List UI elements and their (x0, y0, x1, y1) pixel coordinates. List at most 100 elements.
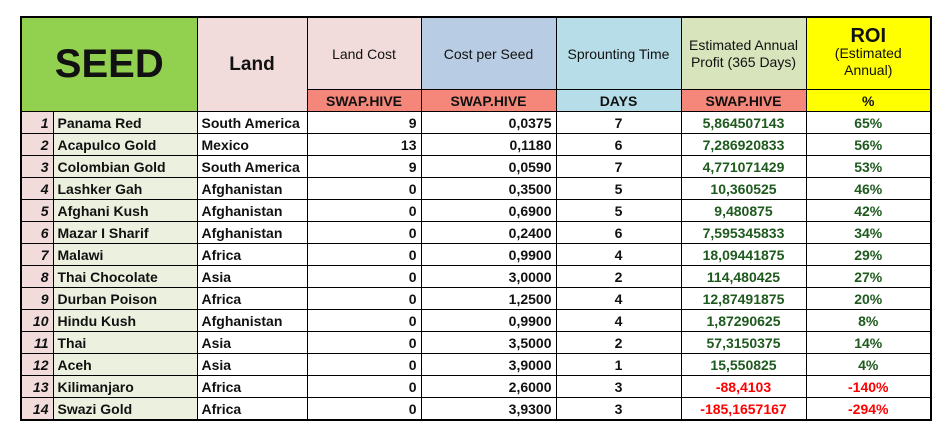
seed-name[interactable]: Mazar I Sharif (52, 221, 198, 244)
land-name[interactable]: South America (196, 111, 308, 134)
land-name[interactable]: Asia (196, 265, 308, 288)
annual-profit[interactable]: 15,550825 (680, 353, 807, 376)
roi-value[interactable]: 53% (805, 155, 932, 178)
sprouting-days[interactable]: 6 (555, 221, 682, 244)
land-cost[interactable]: 13 (306, 133, 422, 156)
annual-profit[interactable]: -185,1657167 (680, 397, 807, 421)
cost-per-seed[interactable]: 0,0590 (420, 155, 557, 178)
land-name[interactable]: Asia (196, 353, 308, 376)
annual-profit[interactable]: 57,3150375 (680, 331, 807, 354)
sprouting-days[interactable]: 2 (555, 265, 682, 288)
roi-value[interactable]: 56% (805, 133, 932, 156)
roi-value[interactable]: 27% (805, 265, 932, 288)
cost-per-seed[interactable]: 0,6900 (420, 199, 557, 222)
sprouting-days[interactable]: 3 (555, 375, 682, 398)
land-cost[interactable]: 9 (306, 155, 422, 178)
land-name[interactable]: Africa (196, 243, 308, 266)
seed-name[interactable]: Afghani Kush (52, 199, 198, 222)
land-cost[interactable]: 0 (306, 221, 422, 244)
land-name[interactable]: Mexico (196, 133, 308, 156)
land-cost[interactable]: 0 (306, 397, 422, 421)
row-index[interactable]: 8 (20, 265, 54, 288)
sprouting-days[interactable]: 7 (555, 155, 682, 178)
roi-value[interactable]: -294% (805, 397, 932, 421)
cost-per-seed[interactable]: 0,9900 (420, 243, 557, 266)
land-cost[interactable]: 0 (306, 331, 422, 354)
land-cost[interactable]: 0 (306, 309, 422, 332)
land-name[interactable]: Afghanistan (196, 177, 308, 200)
land-name[interactable]: Africa (196, 287, 308, 310)
sprouting-days[interactable]: 1 (555, 353, 682, 376)
seed-name[interactable]: Thai Chocolate (52, 265, 198, 288)
cost-per-seed[interactable]: 0,9900 (420, 309, 557, 332)
row-index[interactable]: 1 (20, 111, 54, 134)
roi-value[interactable]: 65% (805, 111, 932, 134)
roi-value[interactable]: 42% (805, 199, 932, 222)
roi-value[interactable]: 20% (805, 287, 932, 310)
row-index[interactable]: 5 (20, 199, 54, 222)
roi-value[interactable]: 34% (805, 221, 932, 244)
cost-per-seed[interactable]: 0,3500 (420, 177, 557, 200)
seed-name[interactable]: Kilimanjaro (52, 375, 198, 398)
row-index[interactable]: 12 (20, 353, 54, 376)
seed-name[interactable]: Lashker Gah (52, 177, 198, 200)
roi-value[interactable]: 8% (805, 309, 932, 332)
sprouting-days[interactable]: 5 (555, 199, 682, 222)
roi-value[interactable]: 46% (805, 177, 932, 200)
seed-name[interactable]: Thai (52, 331, 198, 354)
sprouting-days[interactable]: 4 (555, 243, 682, 266)
seed-name[interactable]: Malawi (52, 243, 198, 266)
land-cost[interactable]: 0 (306, 199, 422, 222)
annual-profit[interactable]: 5,864507143 (680, 111, 807, 134)
sprouting-days[interactable]: 5 (555, 177, 682, 200)
roi-value[interactable]: -140% (805, 375, 932, 398)
row-index[interactable]: 10 (20, 309, 54, 332)
cost-per-seed[interactable]: 3,0000 (420, 265, 557, 288)
sprouting-days[interactable]: 3 (555, 397, 682, 421)
seed-name[interactable]: Acapulco Gold (52, 133, 198, 156)
row-index[interactable]: 11 (20, 331, 54, 354)
annual-profit[interactable]: 7,595345833 (680, 221, 807, 244)
sprouting-days[interactable]: 7 (555, 111, 682, 134)
sprouting-days[interactable]: 6 (555, 133, 682, 156)
land-cost[interactable]: 0 (306, 353, 422, 376)
land-name[interactable]: Afghanistan (196, 221, 308, 244)
seed-name[interactable]: Colombian Gold (52, 155, 198, 178)
annual-profit[interactable]: 12,87491875 (680, 287, 807, 310)
land-name[interactable]: Afghanistan (196, 309, 308, 332)
annual-profit[interactable]: 1,87290625 (680, 309, 807, 332)
cost-per-seed[interactable]: 3,5000 (420, 331, 557, 354)
row-index[interactable]: 13 (20, 375, 54, 398)
land-cost[interactable]: 0 (306, 177, 422, 200)
cost-per-seed[interactable]: 3,9300 (420, 397, 557, 421)
annual-profit[interactable]: 7,286920833 (680, 133, 807, 156)
row-index[interactable]: 2 (20, 133, 54, 156)
row-index[interactable]: 14 (20, 397, 54, 421)
cost-per-seed[interactable]: 1,2500 (420, 287, 557, 310)
seed-name[interactable]: Hindu Kush (52, 309, 198, 332)
annual-profit[interactable]: 9,480875 (680, 199, 807, 222)
seed-name[interactable]: Panama Red (52, 111, 198, 134)
roi-value[interactable]: 14% (805, 331, 932, 354)
land-cost[interactable]: 0 (306, 243, 422, 266)
land-name[interactable]: Afghanistan (196, 199, 308, 222)
land-cost[interactable]: 0 (306, 375, 422, 398)
roi-value[interactable]: 29% (805, 243, 932, 266)
cost-per-seed[interactable]: 0,2400 (420, 221, 557, 244)
seed-name[interactable]: Swazi Gold (52, 397, 198, 421)
sprouting-days[interactable]: 2 (555, 331, 682, 354)
land-cost[interactable]: 9 (306, 111, 422, 134)
cost-per-seed[interactable]: 0,1180 (420, 133, 557, 156)
land-name[interactable]: Africa (196, 397, 308, 421)
land-cost[interactable]: 0 (306, 287, 422, 310)
land-name[interactable]: Asia (196, 331, 308, 354)
row-index[interactable]: 4 (20, 177, 54, 200)
annual-profit[interactable]: 114,480425 (680, 265, 807, 288)
cost-per-seed[interactable]: 0,0375 (420, 111, 557, 134)
row-index[interactable]: 9 (20, 287, 54, 310)
sprouting-days[interactable]: 4 (555, 309, 682, 332)
row-index[interactable]: 6 (20, 221, 54, 244)
row-index[interactable]: 7 (20, 243, 54, 266)
annual-profit[interactable]: 18,09441875 (680, 243, 807, 266)
seed-name[interactable]: Durban Poison (52, 287, 198, 310)
